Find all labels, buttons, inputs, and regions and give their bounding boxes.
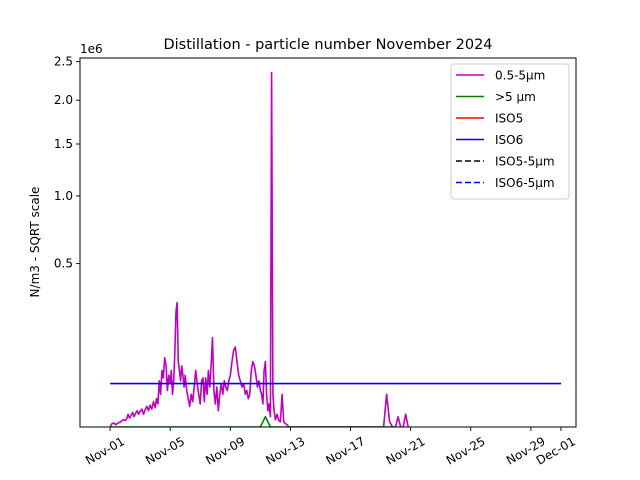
y-tick-label: 2.5 <box>54 55 73 69</box>
series-line-0-5-5-m <box>109 72 409 427</box>
x-tick-label: Nov-13 <box>263 434 307 467</box>
legend-label: 0.5-5µm <box>495 69 545 83</box>
y-tick-label: 1.5 <box>54 137 73 151</box>
y-axis-offset-label: 1e6 <box>80 42 103 56</box>
y-tick-label: 1.0 <box>54 189 73 203</box>
legend-label: ISO5 <box>495 112 523 126</box>
x-tick-label: Nov-17 <box>323 434 367 467</box>
series-line--5-m <box>110 415 396 427</box>
y-axis-label: N/m3 - SQRT scale <box>28 187 42 298</box>
x-tick-label: Nov-01 <box>83 434 127 467</box>
y-tick-label: 0.5 <box>54 257 73 271</box>
plot-frame <box>79 57 577 428</box>
legend-label: ISO5-5µm <box>495 155 555 169</box>
x-tick-label: Nov-25 <box>444 434 488 467</box>
legend-label: ISO6-5µm <box>495 176 555 190</box>
legend-box <box>450 63 570 200</box>
series-group <box>109 72 561 427</box>
x-tick-label: Nov-09 <box>203 434 247 467</box>
x-tick-label: Nov-05 <box>143 434 187 467</box>
plot-area <box>109 72 561 427</box>
chart-title: Distillation - particle number November … <box>163 37 492 53</box>
x-tick-label: Nov-21 <box>384 434 428 467</box>
y-tick-label: 2.0 <box>54 93 73 107</box>
legend: 0.5-5µm >5 µm ISO5 ISO6 ISO5-5µm ISO6-5µm <box>450 63 570 200</box>
legend-label: >5 µm <box>495 90 536 104</box>
legend-label: ISO6 <box>495 133 523 147</box>
